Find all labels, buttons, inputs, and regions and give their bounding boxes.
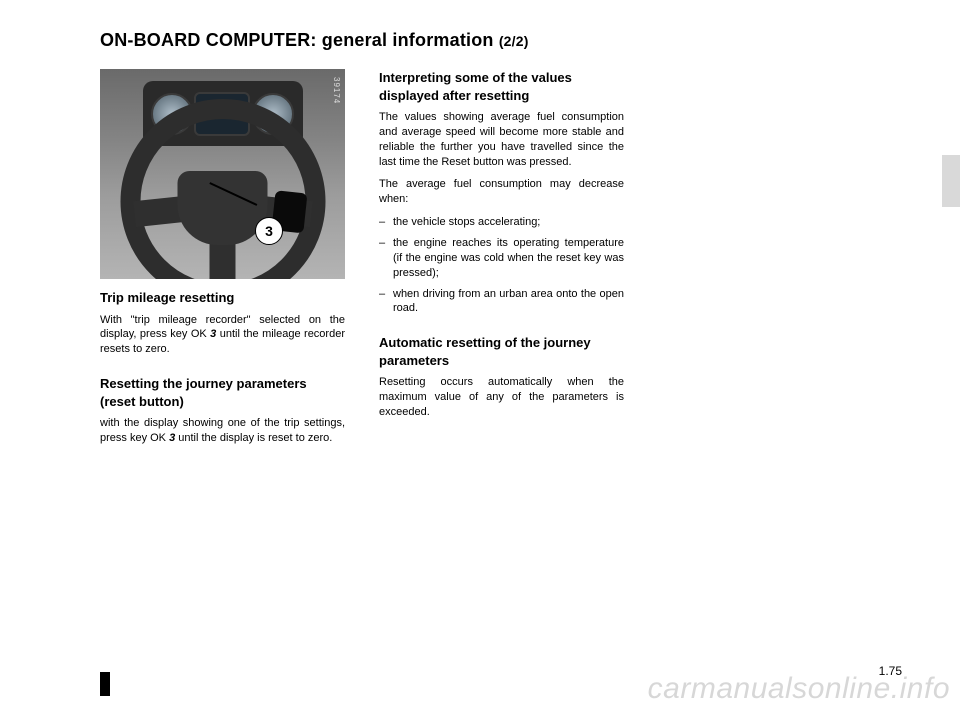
watermark-text: carmanualsonline.info [648, 672, 950, 706]
steering-wheel-figure: 39174 [100, 69, 345, 279]
para-interpreting-1: The values showing average fuel con­sump… [379, 110, 624, 169]
page-title: ON-BOARD COMPUTER: general information (… [100, 30, 905, 51]
heading-trip-mileage: Trip mileage resetting [100, 289, 345, 307]
dash-icon: – [379, 236, 393, 281]
print-marker-icon [100, 672, 110, 696]
dash-icon: – [379, 287, 393, 317]
callout-3: 3 [255, 217, 283, 245]
list-text: when driving from an urban area onto the… [393, 287, 624, 317]
heading-auto-reset: Automatic resetting of the journey param… [379, 334, 624, 369]
bullet-list: – the vehicle stops accelerating; – the … [379, 215, 624, 316]
list-text: the engine reaches its operating tempera… [393, 236, 624, 281]
content-columns: 39174 [100, 69, 905, 454]
para-auto-reset: Resetting occurs automatically when the … [379, 375, 624, 420]
dash-icon: – [379, 215, 393, 230]
section-tab [942, 155, 960, 207]
list-item: – when driving from an urban area onto t… [379, 287, 624, 317]
heading-interpreting: Interpreting some of the values displaye… [379, 69, 624, 104]
list-item: – the vehicle stops accelerating; [379, 215, 624, 230]
text-segment: until the dis­play is reset to zero. [175, 432, 332, 444]
title-main: ON-BOARD COMPUTER: general information [100, 30, 499, 50]
image-id-label: 39174 [330, 77, 341, 104]
para-reset-button: with the display showing one of the trip… [100, 416, 345, 446]
column-middle: Interpreting some of the values displaye… [379, 69, 624, 454]
heading-reset-button: Resetting the journey parameters (reset … [100, 375, 345, 410]
wheel-spoke-bottom [210, 242, 236, 279]
list-text: the vehicle stops accelerating; [393, 215, 624, 230]
list-item: – the engine reaches its operating tempe… [379, 236, 624, 281]
callout-3-label: 3 [265, 222, 273, 241]
para-interpreting-2: The average fuel consumption may de­crea… [379, 177, 624, 207]
wheel-hub [178, 171, 268, 245]
column-left: 39174 [100, 69, 345, 454]
para-trip-mileage: With "trip mileage recorder" selected on… [100, 313, 345, 358]
column-right [658, 69, 903, 454]
manual-page: ON-BOARD COMPUTER: general information (… [0, 0, 960, 710]
title-sub: (2/2) [499, 33, 529, 49]
